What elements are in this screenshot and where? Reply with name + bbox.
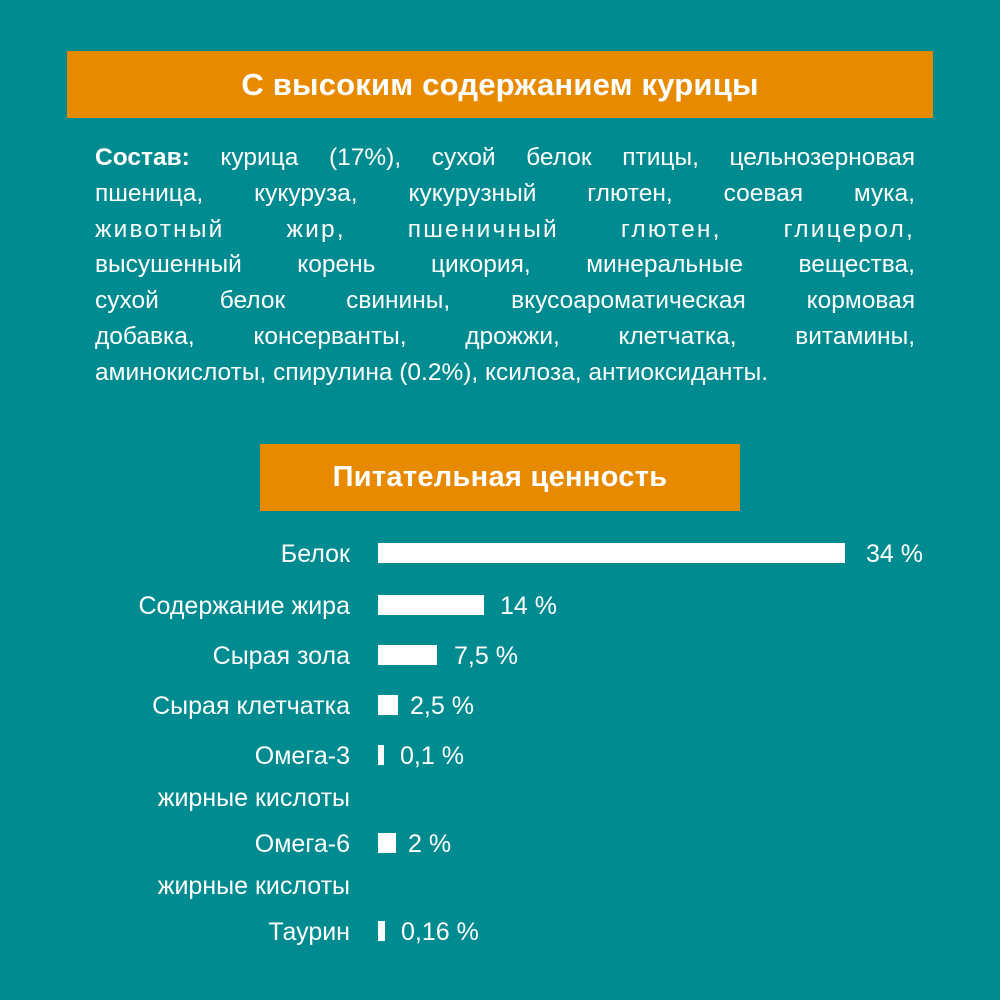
nutrient-bar: [378, 645, 437, 665]
composition-line: высушенный корень цикория, минеральные в…: [95, 251, 915, 279]
nutrient-label: Содержание жира: [138, 592, 350, 620]
nutrient-bar: [378, 543, 845, 563]
composition-line: добавка, консерванты, дрожжи, клетчатка,…: [95, 322, 915, 350]
nutrient-bar: [378, 833, 396, 853]
composition-text: Состав: курица (17%), сухой белок птицы,…: [95, 140, 915, 391]
nutrient-label: Омега-6: [254, 830, 350, 858]
nutrient-value: 0,1 %: [400, 742, 464, 770]
nutrient-value: 34 %: [866, 540, 923, 568]
title-banner: С высоким содержанием курицы: [67, 51, 933, 118]
nutrient-label: Сырая клетчатка: [152, 692, 350, 720]
nutrient-label: Белок: [280, 540, 350, 568]
composition-label: Состав:: [95, 144, 190, 171]
nutrient-label: Сырая зола: [212, 642, 350, 670]
nutrient-label: Омега-3: [254, 742, 350, 770]
composition-line: Состав: курица (17%), сухой белок птицы,…: [95, 144, 915, 171]
page-title: С высоким содержанием курицы: [241, 66, 759, 102]
nutrient-label-line2: жирные кислоты: [157, 784, 350, 812]
nutrient-value: 7,5 %: [454, 642, 518, 670]
composition-line: животный жир, пшеничный глютен, глицерол…: [95, 215, 915, 243]
nutrition-banner: Питательная ценность: [260, 444, 740, 511]
nutrient-bar: [378, 695, 398, 715]
nutrient-value: 0,16 %: [401, 918, 479, 946]
nutrient-label-line2: жирные кислоты: [157, 872, 350, 900]
composition-line: пшеница, кукуруза, кукурузный глютен, со…: [95, 179, 915, 207]
composition-line: аминокислоты, спирулина (0.2%), ксилоза,…: [95, 358, 769, 386]
nutrition-title: Питательная ценность: [332, 461, 668, 493]
nutrient-label: Таурин: [268, 918, 350, 946]
composition-line: сухой белок свинины, вкусоароматическая …: [95, 287, 915, 315]
nutrient-bar: [378, 745, 384, 765]
nutrient-value: 2,5 %: [410, 692, 474, 720]
nutrient-bar: [378, 595, 484, 615]
nutrient-value: 14 %: [500, 592, 557, 620]
nutrient-bar: [378, 921, 385, 941]
nutrient-value: 2 %: [408, 830, 452, 858]
